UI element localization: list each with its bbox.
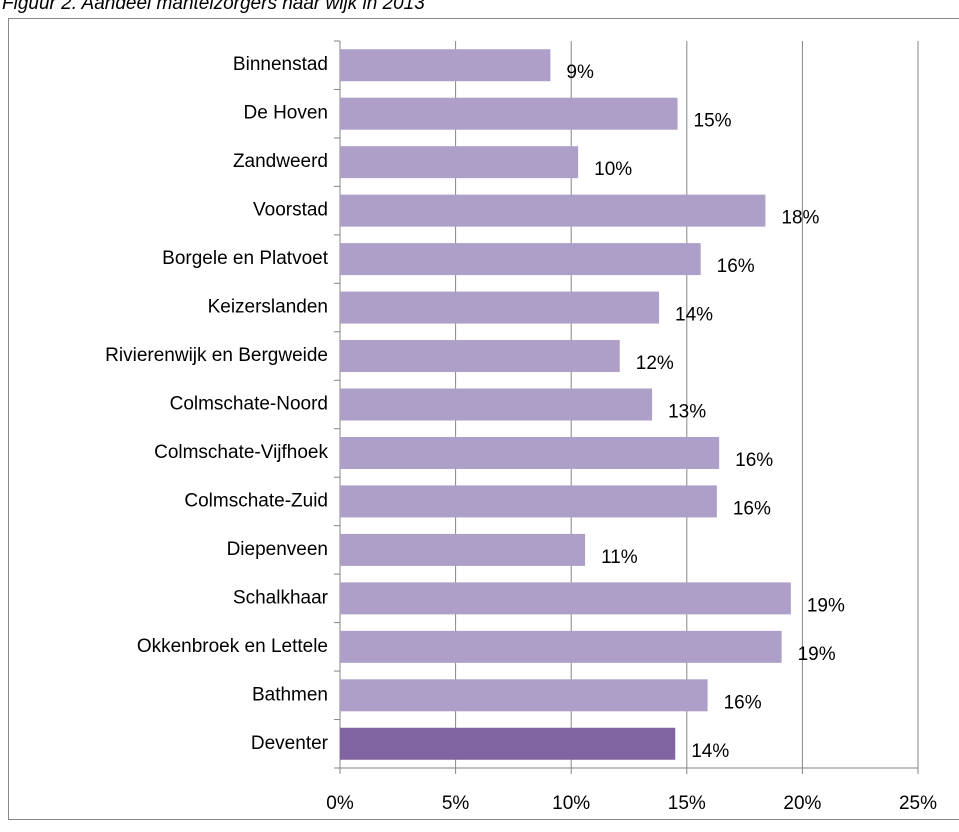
y-tick-label: Colmschate-Noord [170,394,328,415]
bar [340,631,782,663]
x-tick-label: 15% [668,793,706,814]
chart-title: Figuur 2. Aandeel mantelzorgers naar wij… [2,0,425,14]
bar [340,195,765,227]
bar [340,98,678,130]
y-tick-label: Rivierenwijk en Bergweide [105,345,328,366]
value-label: 14% [675,305,713,326]
bar [340,728,675,760]
bar [340,485,717,517]
y-tick-label: Deventer [251,733,329,754]
bar [340,292,659,324]
y-tick-label: Colmschate-Vijfhoek [154,442,328,463]
x-tick-label: 0% [326,793,354,814]
bar [340,49,550,81]
value-label: 11% [601,547,638,568]
y-tick-label: Schalkhaar [233,587,329,608]
bar [340,146,578,178]
y-tick-label: De Hoven [244,103,329,124]
y-tick-label: Zandweerd [233,151,328,172]
bar [340,534,585,566]
value-label: 16% [724,692,762,713]
bar [340,243,701,275]
value-label: 14% [691,741,729,762]
bar [340,679,708,711]
x-tick-label: 20% [783,793,821,814]
value-label: 19% [798,644,836,665]
value-label: 13% [668,402,706,423]
value-label: 16% [735,450,773,471]
value-label: 10% [594,159,632,180]
value-label: 18% [781,208,819,229]
x-tick-label: 10% [552,793,590,814]
y-tick-label: Diepenveen [227,539,328,560]
bar [340,437,719,469]
y-tick-label: Borgele en Platvoet [162,248,329,269]
y-tick-label: Bathmen [252,684,328,705]
x-tick-label: 25% [899,793,937,814]
y-tick-label: Voorstad [253,200,328,221]
value-label: 9% [566,62,594,83]
value-label: 12% [636,353,674,374]
value-label: 16% [717,256,755,277]
y-tick-label: Colmschate-Zuid [184,490,328,511]
x-tick-label: 5% [442,793,470,814]
y-tick-label: Okkenbroek en Lettele [137,636,328,657]
bar [340,582,791,614]
value-label: 19% [807,595,845,616]
y-tick-label: Binnenstad [233,54,328,75]
bar [340,389,652,421]
value-label: 15% [694,111,732,132]
y-tick-label: Keizerslanden [208,297,328,318]
bar [340,340,620,372]
value-label: 16% [733,498,771,519]
